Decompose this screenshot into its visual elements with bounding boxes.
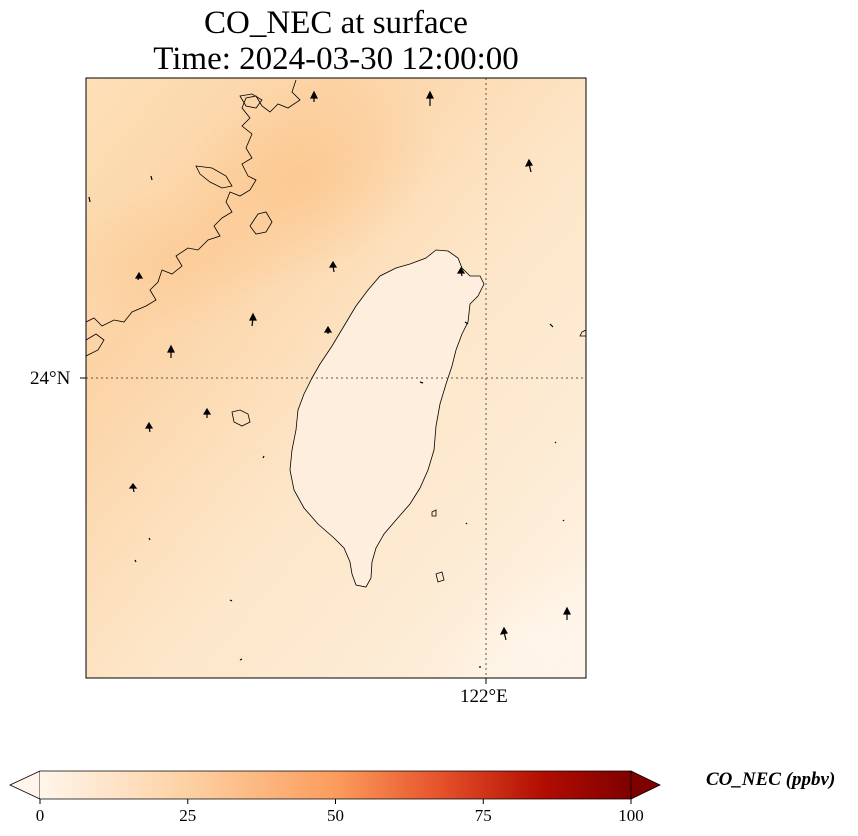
colorbar-gradient (40, 771, 631, 799)
colorbar-tick-label: 0 (35, 806, 45, 825)
colorbar-tick-label: 75 (474, 806, 492, 825)
map-panel (80, 77, 587, 684)
colorbar-label: CO_NEC (ppbv) (706, 769, 836, 790)
taiwan-coastline (289, 249, 485, 588)
colorbar-min-extend (9, 770, 41, 800)
colorbar (9, 770, 661, 804)
colorbar-tick-label: 50 (327, 806, 344, 825)
longitude-tick-label: 122°E (460, 686, 508, 707)
colorbar-tick-label: 100 (618, 806, 644, 825)
colorbar-tick-label: 25 (179, 806, 197, 825)
latitude-tick-label: 24°N (30, 368, 71, 389)
map-title-line-1: CO_NEC at surface (204, 5, 468, 41)
wind-vectors (88, 90, 571, 668)
map-title-line-2: Time: 2024-03-30 12:00:00 (153, 41, 519, 77)
colorbar-max-extend (630, 770, 661, 800)
mainland-coastline (86, 79, 301, 678)
